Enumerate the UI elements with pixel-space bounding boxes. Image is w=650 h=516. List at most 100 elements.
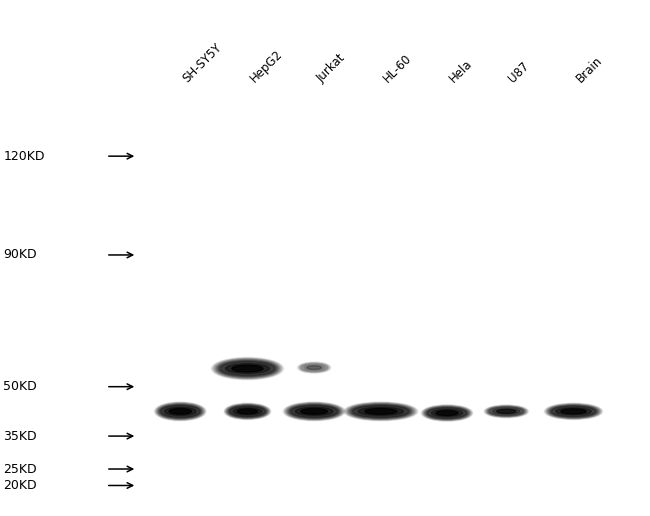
- Ellipse shape: [228, 405, 267, 417]
- Ellipse shape: [351, 405, 411, 418]
- Ellipse shape: [291, 406, 337, 417]
- Ellipse shape: [216, 360, 279, 377]
- Text: Brain: Brain: [573, 54, 604, 85]
- Ellipse shape: [229, 406, 266, 417]
- Ellipse shape: [550, 406, 597, 417]
- Ellipse shape: [365, 409, 397, 414]
- Ellipse shape: [233, 408, 262, 415]
- Ellipse shape: [485, 406, 528, 417]
- Ellipse shape: [217, 360, 278, 377]
- Ellipse shape: [431, 409, 463, 417]
- Ellipse shape: [426, 407, 468, 419]
- Ellipse shape: [155, 402, 205, 421]
- Ellipse shape: [161, 405, 200, 417]
- Ellipse shape: [158, 404, 203, 419]
- Ellipse shape: [169, 409, 191, 414]
- Ellipse shape: [295, 407, 333, 415]
- Ellipse shape: [547, 404, 601, 418]
- Ellipse shape: [348, 404, 414, 419]
- Ellipse shape: [561, 409, 586, 414]
- Ellipse shape: [214, 359, 281, 378]
- Ellipse shape: [436, 411, 458, 415]
- Ellipse shape: [284, 402, 344, 421]
- Text: SH-SY5Y: SH-SY5Y: [180, 41, 224, 85]
- Text: 90KD: 90KD: [3, 249, 37, 262]
- Ellipse shape: [307, 366, 322, 369]
- Ellipse shape: [552, 407, 595, 416]
- Ellipse shape: [426, 407, 469, 419]
- Ellipse shape: [289, 405, 339, 418]
- Ellipse shape: [157, 403, 204, 420]
- Ellipse shape: [237, 409, 257, 414]
- Ellipse shape: [225, 404, 270, 420]
- Ellipse shape: [556, 408, 592, 415]
- Ellipse shape: [486, 406, 526, 417]
- Ellipse shape: [549, 405, 599, 418]
- Ellipse shape: [229, 406, 266, 417]
- Ellipse shape: [287, 404, 341, 419]
- Ellipse shape: [285, 403, 343, 420]
- Ellipse shape: [344, 402, 417, 421]
- Ellipse shape: [215, 359, 280, 378]
- Ellipse shape: [349, 404, 413, 419]
- Ellipse shape: [487, 406, 526, 416]
- Ellipse shape: [346, 403, 416, 420]
- Text: 120KD: 120KD: [3, 150, 45, 163]
- Ellipse shape: [302, 364, 327, 371]
- Ellipse shape: [157, 404, 203, 419]
- Ellipse shape: [159, 405, 202, 418]
- Ellipse shape: [300, 363, 328, 372]
- Ellipse shape: [300, 363, 328, 372]
- Text: HL-60: HL-60: [381, 52, 414, 85]
- Ellipse shape: [425, 407, 469, 420]
- Ellipse shape: [547, 405, 599, 418]
- Ellipse shape: [428, 408, 466, 418]
- Ellipse shape: [218, 361, 276, 376]
- Ellipse shape: [289, 405, 340, 418]
- Text: Hela: Hela: [447, 57, 475, 85]
- Ellipse shape: [161, 406, 200, 417]
- Text: HepG2: HepG2: [248, 48, 285, 85]
- Ellipse shape: [488, 407, 525, 416]
- Ellipse shape: [486, 406, 527, 417]
- Ellipse shape: [304, 365, 324, 370]
- Text: 20KD: 20KD: [3, 479, 37, 492]
- Ellipse shape: [551, 406, 596, 417]
- Text: U87: U87: [506, 60, 532, 85]
- Ellipse shape: [545, 404, 602, 420]
- Ellipse shape: [350, 405, 411, 418]
- Ellipse shape: [484, 405, 528, 417]
- Ellipse shape: [358, 407, 404, 415]
- Ellipse shape: [493, 409, 520, 414]
- Ellipse shape: [301, 364, 328, 372]
- Ellipse shape: [422, 406, 471, 421]
- Ellipse shape: [352, 405, 410, 417]
- Ellipse shape: [227, 405, 268, 418]
- Text: Jurkat: Jurkat: [314, 52, 348, 85]
- Ellipse shape: [353, 406, 409, 417]
- Ellipse shape: [156, 403, 205, 420]
- Ellipse shape: [226, 364, 270, 374]
- Ellipse shape: [489, 408, 523, 415]
- Ellipse shape: [232, 365, 263, 372]
- Ellipse shape: [226, 404, 270, 419]
- Ellipse shape: [220, 362, 274, 375]
- Ellipse shape: [220, 361, 276, 376]
- Ellipse shape: [546, 404, 601, 419]
- Ellipse shape: [230, 407, 265, 416]
- Ellipse shape: [489, 407, 524, 415]
- Ellipse shape: [424, 406, 470, 420]
- Ellipse shape: [164, 407, 196, 415]
- Ellipse shape: [287, 404, 342, 419]
- Ellipse shape: [212, 358, 283, 379]
- Ellipse shape: [497, 409, 516, 413]
- Ellipse shape: [346, 403, 415, 420]
- Text: 35KD: 35KD: [3, 430, 37, 443]
- Ellipse shape: [488, 407, 525, 416]
- Ellipse shape: [549, 405, 598, 417]
- Ellipse shape: [422, 405, 472, 421]
- Ellipse shape: [427, 408, 467, 418]
- Ellipse shape: [213, 358, 281, 379]
- Ellipse shape: [286, 403, 343, 420]
- Ellipse shape: [301, 409, 328, 414]
